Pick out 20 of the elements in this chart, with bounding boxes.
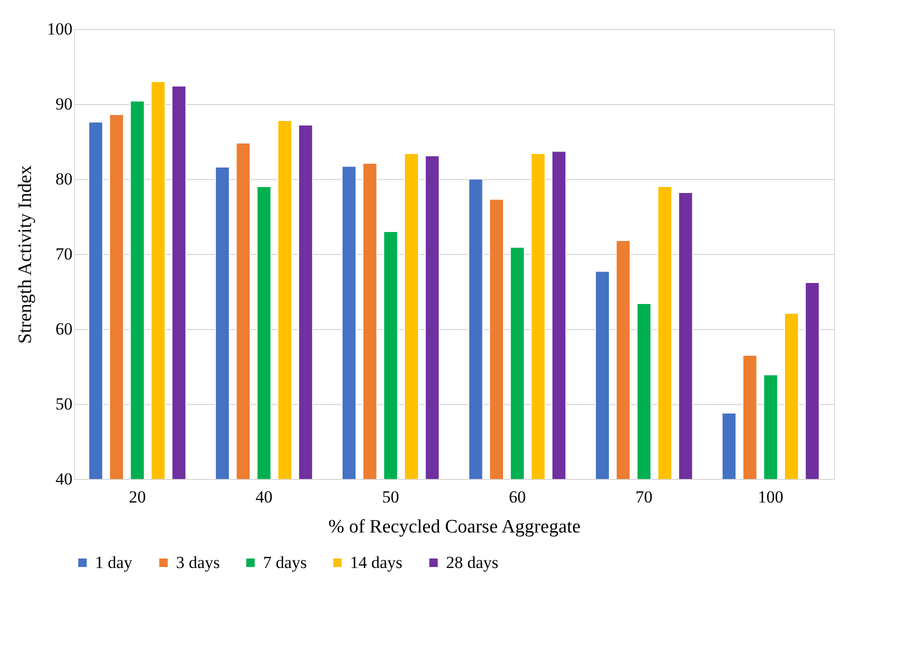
y-tick-label: 90	[56, 94, 72, 114]
y-axis-title: Strength Activity Index	[15, 164, 36, 344]
x-tick-label: 50	[382, 488, 400, 506]
legend-label: 14 days	[350, 552, 402, 572]
x-tick-label: 20	[128, 488, 146, 506]
y-tick-label: 60	[56, 320, 72, 338]
x-tick-label: 60	[508, 488, 526, 506]
legend-label: 1 day	[95, 552, 133, 572]
y-tick-label: 80	[56, 170, 72, 188]
x-tick-label: 40	[256, 488, 272, 506]
y-tick-label: 40	[56, 470, 72, 488]
legend-label: 3 days	[176, 552, 220, 572]
y-tick-label: 100	[47, 20, 72, 38]
y-tick-label: 70	[56, 244, 72, 264]
y-tick-label: 50	[56, 394, 72, 414]
legend-label: 7 days	[263, 552, 307, 572]
x-tick-label: 100	[758, 488, 784, 506]
x-tick-label: 70	[636, 488, 652, 506]
legend-label: 28 days	[446, 552, 498, 572]
x-axis-title: % of Recycled Coarse Aggregate	[328, 516, 581, 538]
